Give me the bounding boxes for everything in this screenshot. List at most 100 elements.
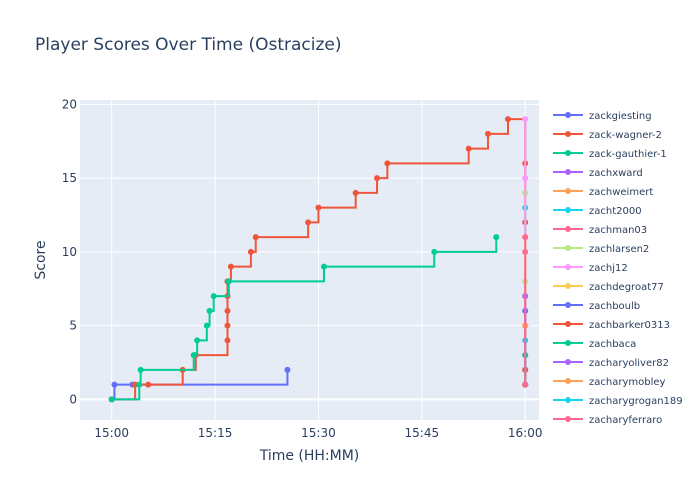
legend-item[interactable]: zachbarker0313: [553, 320, 670, 331]
data-point: [224, 322, 231, 329]
x-tick-label: 15:30: [301, 426, 336, 440]
data-point: [504, 116, 511, 123]
gridlines: [80, 100, 539, 420]
data-point: [136, 381, 143, 388]
data-point: [320, 263, 327, 270]
legend-item[interactable]: zachbaca: [553, 339, 636, 350]
data-point: [227, 263, 234, 270]
legend-item[interactable]: zachj12: [553, 263, 628, 274]
legend-label: zachbarker0313: [589, 320, 670, 331]
data-point: [108, 396, 115, 403]
x-tick-label: 16:00: [508, 426, 543, 440]
data-point: [190, 352, 197, 359]
legend-item[interactable]: zacharyoliver82: [553, 358, 669, 369]
legend-item[interactable]: zackgiesting: [553, 111, 652, 122]
data-point: [522, 381, 529, 388]
legend-item[interactable]: zachman03: [553, 225, 647, 236]
x-tick-label: 15:45: [405, 426, 440, 440]
legend-swatch-marker: [565, 207, 571, 213]
data-point: [247, 248, 254, 255]
legend[interactable]: zackgiesting zack-wagner-2 zack-gauthier-1…: [553, 111, 683, 426]
legend-label: zackgiesting: [589, 111, 652, 122]
data-point: [132, 381, 139, 388]
legend-label: zacht2000: [589, 206, 642, 217]
data-point: [315, 204, 322, 211]
legend-label: zacharymobley: [589, 377, 666, 388]
legend-item[interactable]: zack-gauthier-1: [553, 149, 667, 160]
chart-title: Player Scores Over Time (Ostracize): [35, 35, 342, 55]
data-point: [225, 278, 232, 285]
data-point: [206, 307, 213, 314]
data-point: [145, 381, 152, 388]
data-point: [224, 337, 231, 344]
legend-label: zacharygrogan189: [589, 396, 683, 407]
legend-item[interactable]: zachweimert: [553, 187, 653, 198]
legend-swatch-marker: [565, 340, 571, 346]
legend-swatch-marker: [565, 283, 571, 289]
series-zack-gauthier-1: [108, 234, 500, 403]
legend-item[interactable]: zack-wagner-2: [553, 130, 662, 141]
data-point: [203, 322, 210, 329]
y-axis-title: Score: [33, 240, 49, 279]
x-axis-title: Time (HH:MM): [259, 448, 360, 464]
data-point: [522, 234, 529, 241]
legend-swatch-marker: [565, 245, 571, 251]
tick-layer: 15:00 15:15 15:30 15:45 16:00 0 5 10 15 20: [62, 97, 543, 440]
legend-label: zachweimert: [589, 187, 653, 198]
data-point: [252, 234, 259, 241]
plot-area: [80, 100, 539, 420]
legend-swatch-marker: [565, 359, 571, 365]
legend-item[interactable]: zachdegroat77: [553, 282, 664, 293]
legend-label: zacharyferraro: [589, 415, 662, 426]
legend-swatch-marker: [565, 302, 571, 308]
legend-item[interactable]: zacharymobley: [553, 377, 666, 388]
legend-swatch-marker: [565, 397, 571, 403]
data-point: [374, 175, 381, 182]
legend-item[interactable]: zachxward: [553, 168, 643, 179]
legend-label: zachdegroat77: [589, 282, 664, 293]
legend-label: zachboulb: [589, 301, 640, 312]
legend-label: zacharyoliver82: [589, 358, 669, 369]
legend-label: zack-gauthier-1: [589, 149, 667, 160]
legend-label: zachbaca: [589, 339, 636, 350]
legend-label: zack-wagner-2: [589, 130, 662, 141]
y-tick-label: 5: [69, 319, 77, 333]
data-point: [465, 145, 472, 152]
legend-swatch-marker: [565, 188, 571, 194]
legend-swatch-marker: [565, 131, 571, 137]
x-tick-label: 15:15: [198, 426, 233, 440]
data-point: [194, 337, 201, 344]
legend-swatch-marker: [565, 416, 571, 422]
legend-label: zachlarsen2: [589, 244, 649, 255]
legend-item[interactable]: zachboulb: [553, 301, 640, 312]
data-point: [522, 116, 529, 123]
data-point: [284, 366, 291, 373]
legend-swatch-marker: [565, 378, 571, 384]
legend-swatch-marker: [565, 321, 571, 327]
series-layer: [108, 116, 529, 403]
data-point: [493, 234, 500, 241]
legend-item[interactable]: zachlarsen2: [553, 244, 649, 255]
legend-label: zachj12: [589, 263, 628, 274]
data-point: [522, 175, 529, 182]
legend-item[interactable]: zacharygrogan189: [553, 396, 683, 407]
x-tick-label: 15:00: [94, 426, 129, 440]
legend-swatch-marker: [565, 264, 571, 270]
data-point: [485, 130, 491, 137]
data-point: [224, 307, 231, 314]
legend-label: zachxward: [589, 168, 643, 179]
legend-label: zachman03: [589, 225, 647, 236]
y-tick-label: 10: [62, 245, 77, 259]
data-point: [305, 219, 312, 226]
series-zacharyferraro: [522, 234, 529, 388]
legend-swatch-marker: [565, 112, 571, 118]
legend-item[interactable]: zacharyferraro: [553, 415, 662, 426]
data-point: [431, 248, 438, 255]
data-point: [352, 189, 359, 196]
y-tick-label: 20: [62, 97, 77, 111]
data-point: [137, 366, 144, 373]
data-point: [210, 293, 217, 300]
legend-item[interactable]: zacht2000: [553, 206, 642, 217]
legend-swatch-marker: [565, 150, 571, 156]
